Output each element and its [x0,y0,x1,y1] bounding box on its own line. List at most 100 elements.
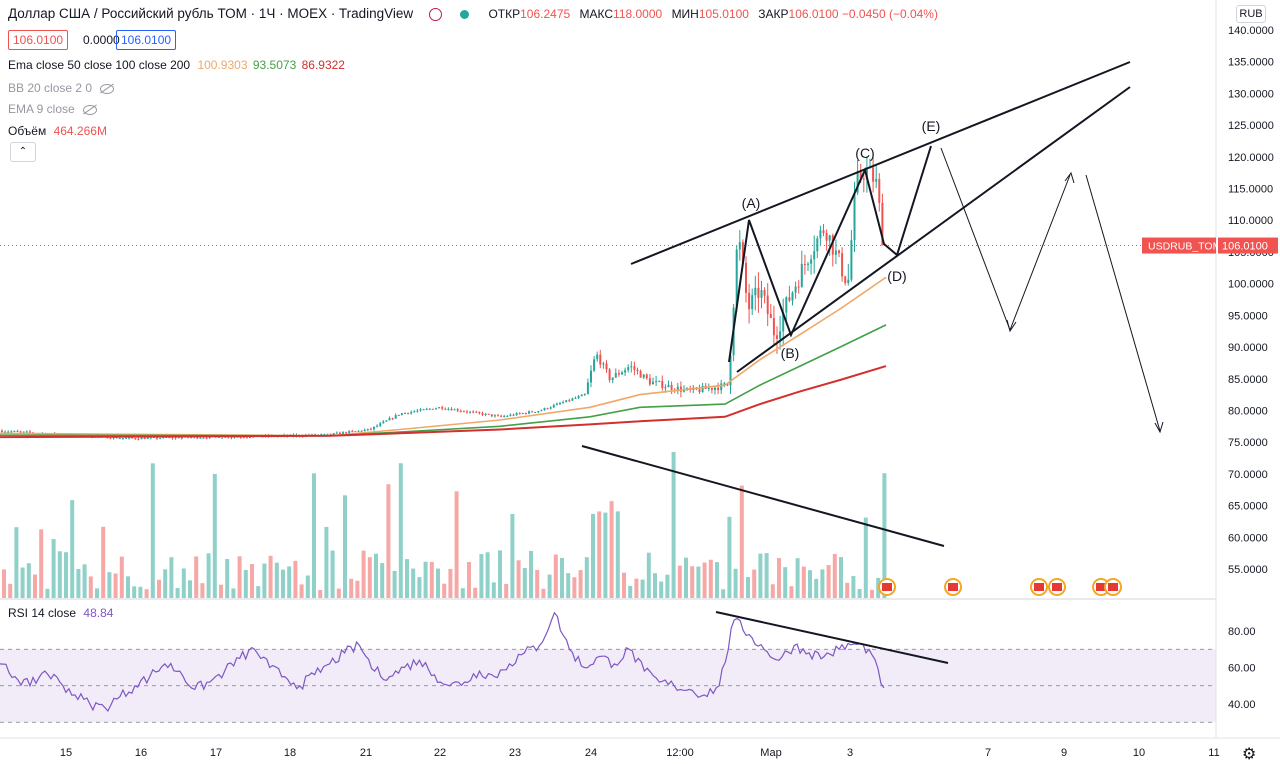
time-tick-label: 21 [360,747,372,759]
candle [388,416,391,421]
candle [729,354,732,394]
candle [413,410,416,413]
rsi-value: 48.84 [83,606,114,620]
candle-body [825,232,828,241]
candle-body [534,411,537,413]
volume-bar [770,584,775,598]
candle-body [779,331,782,339]
volume-bar [88,576,93,598]
candle [769,304,772,319]
rsi-tick-label: 40.00 [1228,699,1256,711]
candle-body [503,416,506,418]
volume-bar [566,573,571,598]
volume-bar [696,566,701,598]
volume-bar [752,569,757,598]
candle [670,381,673,394]
price-tick-label: 100.0000 [1228,279,1274,291]
volume-legend[interactable]: Объём 464.266M [8,123,107,139]
candle-body [549,407,552,409]
volume-bar [219,584,223,598]
candle-body [661,380,664,389]
candle-body [720,383,723,391]
candle-body [236,436,239,438]
candle [469,410,472,414]
candle-body [1,430,3,432]
volume-bar [293,560,298,598]
volume-bar [597,511,602,598]
volume-bar [510,513,515,598]
candle-body [481,413,484,415]
candle-body [245,437,248,439]
ema-legend[interactable]: Ema close 50 close 100 close 200 100.930… [8,57,345,73]
alert-icon[interactable] [428,7,442,21]
candle-body [394,415,397,419]
candle-body [834,250,837,255]
candle-body [540,410,543,412]
ema9-legend[interactable]: EMA 9 close [8,101,97,117]
candle-body [707,388,710,390]
candle [757,272,760,313]
currency-badge[interactable]: RUB [1236,5,1266,23]
candle-body [134,438,137,440]
candle [456,407,459,413]
volume-bar [374,553,378,598]
rsi-legend[interactable]: RSI 14 close 48.84 [8,606,113,620]
candle [397,414,400,416]
price-tick-label: 115.0000 [1228,184,1273,196]
candle [819,225,822,246]
volume-bar [615,511,620,598]
sell-price-button[interactable]: 106.0100 [8,30,69,50]
volume-label: Объём [8,124,47,138]
ema50-value: 100.9303 [197,58,248,72]
event-flag-icon [1052,583,1062,591]
candle-body [828,235,831,241]
volume-bar [808,570,812,598]
candle [540,409,543,412]
candle [602,361,605,369]
candle-body [363,429,366,432]
time-tick-label: 24 [585,747,597,759]
candle-body [816,238,819,252]
candle-body [555,403,558,406]
candle-body [407,412,410,414]
drawings-layer: (A) (B) (C) (D) (E) [581,61,1164,664]
candle [580,394,583,397]
candle [497,413,499,417]
candle [698,384,701,394]
symbol-legend: Доллар США / Российский рубль ТОМ · 1Ч ·… [8,6,944,22]
candle-body [562,402,565,404]
volume-bar [485,552,490,598]
hidden-eye-icon[interactable] [82,104,97,115]
volume-bar [814,578,819,598]
price-tick-label: 85.0000 [1228,374,1268,386]
candle [22,431,25,433]
candle-body [602,363,605,365]
candle-body [788,297,791,301]
collapse-legend-button[interactable]: ⌃ [10,142,36,162]
candle-body [342,432,344,435]
price-tick-label: 125.0000 [1228,120,1274,132]
candle-body [614,373,617,378]
symbol-title[interactable]: Доллар США / Российский рубль ТОМ · 1Ч ·… [8,6,414,21]
candle-body [782,312,785,332]
ema9-label: EMA 9 close [8,102,75,116]
hidden-eye-icon[interactable] [100,83,115,94]
candle [351,429,354,433]
volume-bar [795,558,800,598]
bb-legend[interactable]: BB 20 close 2 0 [8,80,115,96]
candle-body [4,431,7,433]
candle [577,394,580,399]
candle-body [605,363,608,370]
gear-icon[interactable]: ⚙ [1242,746,1257,763]
candle-body [140,437,143,440]
candle [720,379,723,394]
candle-body [543,408,546,411]
candle-body [875,178,878,182]
symbol-price-label: USDRUB_TOM [1148,241,1221,253]
buy-price-button[interactable]: 106.0100 [116,30,177,50]
candle [159,437,162,440]
candle-body [630,366,633,368]
candle-body [655,381,658,383]
volume-bar [560,557,564,598]
